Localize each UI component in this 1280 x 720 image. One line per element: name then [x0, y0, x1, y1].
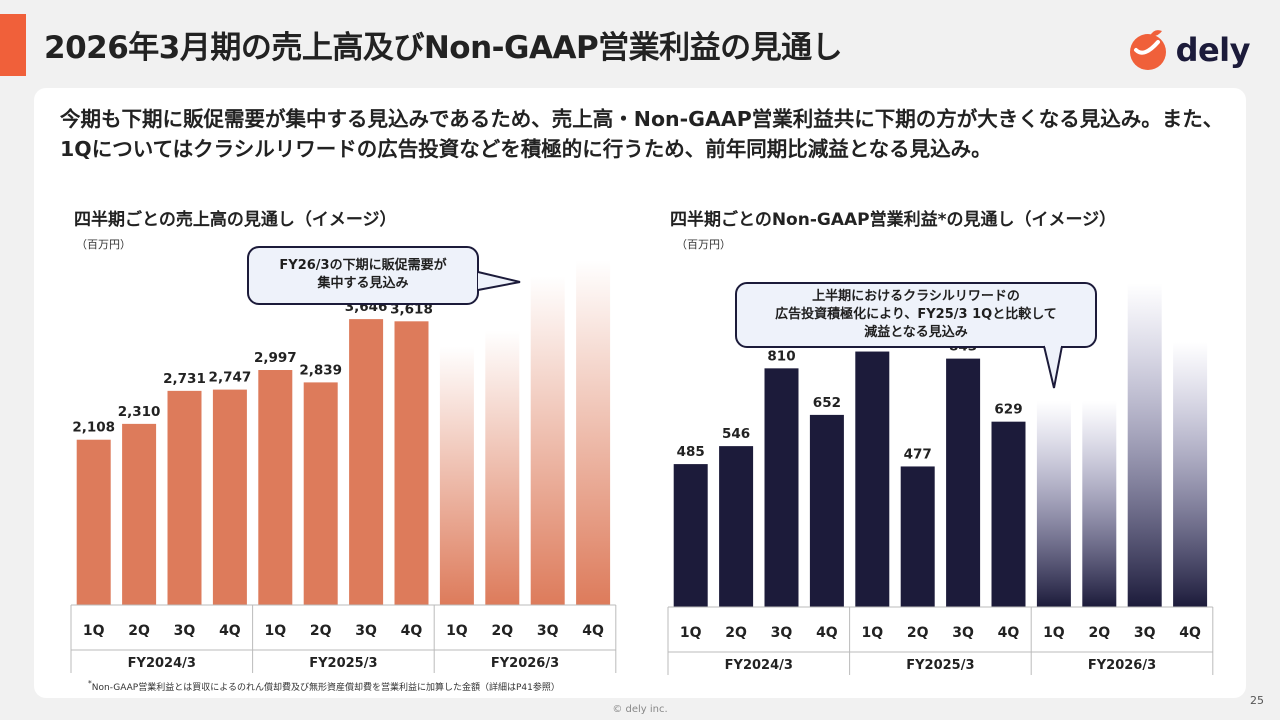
profit-callout-line-2: 広告投資積極化により、FY25/3 1Qと比較して [775, 307, 1057, 322]
bar-1q-4 [855, 351, 890, 607]
tick-label: 1Q [83, 623, 105, 639]
value-label: 3,618 [390, 301, 433, 317]
profit-chart-title: 四半期ごとのNon-GAAP営業利益*の見通し（イメージ） [670, 210, 1117, 230]
tick-label: 3Q [771, 625, 793, 641]
sales-callout: FY26/3の下期に販促需要が 集中する見込み [247, 246, 479, 305]
bar-3q-6 [946, 358, 981, 607]
sales-callout-line-2: 集中する見込み [317, 276, 409, 291]
bar-2q-5 [303, 382, 338, 605]
bar-4q-3 [212, 389, 247, 605]
value-label: 2,997 [254, 350, 297, 366]
tick-label: 3Q [355, 623, 377, 639]
group-label: FY2025/3 [906, 658, 974, 673]
copyright: © dely inc. [612, 704, 668, 715]
value-label: 652 [813, 395, 841, 411]
forecast-image-bar-10 [530, 275, 565, 605]
group-label: FY2024/3 [128, 656, 196, 671]
tick-label: 2Q [1088, 625, 1110, 641]
tick-label: 3Q [952, 625, 974, 641]
tick-label: 1Q [680, 625, 702, 641]
tick-label: 2Q [491, 623, 513, 639]
bar-2q-1 [122, 423, 157, 605]
profit-chart-unit: （百万円） [676, 238, 731, 251]
forecast-image-bar-9 [1082, 400, 1117, 607]
bar-4q-7 [991, 421, 1026, 607]
dely-logo: dely [1126, 28, 1251, 72]
tick-label: 2Q [725, 625, 747, 641]
forecast-image-bar-10 [1127, 282, 1162, 607]
value-label: 485 [677, 444, 705, 460]
value-label: 477 [904, 446, 932, 462]
tick-label: 4Q [998, 625, 1020, 641]
profit-callout-tail [1043, 344, 1063, 389]
page-number: 25 [1250, 694, 1264, 707]
tick-label: 4Q [219, 623, 241, 639]
dely-logo-icon [1129, 30, 1166, 70]
footnote: *Non-GAAP営業利益とは買収によるのれん償却費及び無形資産償却費を営業利益… [88, 679, 560, 693]
bar-2q-5 [900, 466, 935, 607]
page-title: 2026年3月期の売上高及びNon-GAAP営業利益の見通し [44, 30, 843, 66]
tick-label: 3Q [1134, 625, 1156, 641]
tick-label: 1Q [446, 623, 468, 639]
sales-chart-unit: （百万円） [76, 238, 131, 251]
logo-wordmark: dely [1175, 31, 1251, 69]
group-label: FY2026/3 [1088, 658, 1156, 673]
forecast-image-bar-11 [576, 260, 611, 605]
tick-label: 1Q [1043, 625, 1065, 641]
value-label: 629 [994, 402, 1022, 418]
lead-text: 今期も下期に販促需要が集中する見込みであるため、売上高・Non-GAAP営業利益… [60, 107, 1224, 161]
tick-label: 2Q [128, 623, 150, 639]
forecast-image-bar-9 [485, 330, 520, 605]
bar-3q-2 [167, 390, 202, 605]
profit-callout-line-1: 上半期におけるクラシルリワードの [812, 289, 1020, 304]
bar-1q-4 [258, 370, 293, 605]
tick-label: 1Q [264, 623, 286, 639]
tick-label: 4Q [582, 623, 604, 639]
value-label: 2,839 [299, 362, 342, 378]
bar-4q-7 [394, 321, 429, 605]
forecast-image-bar-11 [1173, 341, 1208, 607]
tick-label: 2Q [907, 625, 929, 641]
profit-callout: 上半期におけるクラシルリワードの 広告投資積極化により、FY25/3 1Qと比較… [735, 282, 1097, 348]
sales-chart-title: 四半期ごとの売上高の見通し（イメージ） [74, 210, 397, 230]
forecast-image-bar-8 [1036, 400, 1071, 607]
group-label: FY2025/3 [309, 656, 377, 671]
value-label: 2,310 [118, 404, 161, 420]
sales-callout-tail [477, 271, 521, 291]
footnote-mark: * [88, 679, 92, 688]
footnote-text: Non-GAAP営業利益とは買収によるのれん償却費及び無形資産償却費を営業利益に… [91, 683, 560, 693]
value-label: 2,108 [72, 420, 115, 436]
tick-label: 2Q [310, 623, 332, 639]
bar-1q-0 [76, 439, 111, 605]
bar-4q-3 [809, 414, 844, 607]
group-label: FY2026/3 [491, 656, 559, 671]
sales-callout-line-1: FY26/3の下期に販促需要が [279, 258, 447, 273]
bar-3q-6 [349, 319, 384, 605]
value-label: 2,731 [163, 371, 206, 387]
tick-label: 4Q [1179, 625, 1201, 641]
value-label: 810 [767, 348, 795, 364]
group-label: FY2024/3 [725, 658, 793, 673]
tick-label: 3Q [174, 623, 196, 639]
tick-label: 4Q [401, 623, 423, 639]
bar-2q-1 [719, 446, 754, 607]
tick-label: 1Q [861, 625, 883, 641]
profit-callout-line-3: 減益となる見込み [864, 325, 968, 340]
tick-label: 4Q [816, 625, 838, 641]
bar-3q-2 [764, 368, 799, 607]
tick-label: 3Q [537, 623, 559, 639]
forecast-image-bar-8 [439, 346, 474, 605]
value-label: 546 [722, 426, 750, 442]
value-label: 2,747 [209, 370, 252, 386]
bar-1q-0 [673, 464, 708, 607]
title-accent-bar [0, 14, 26, 76]
